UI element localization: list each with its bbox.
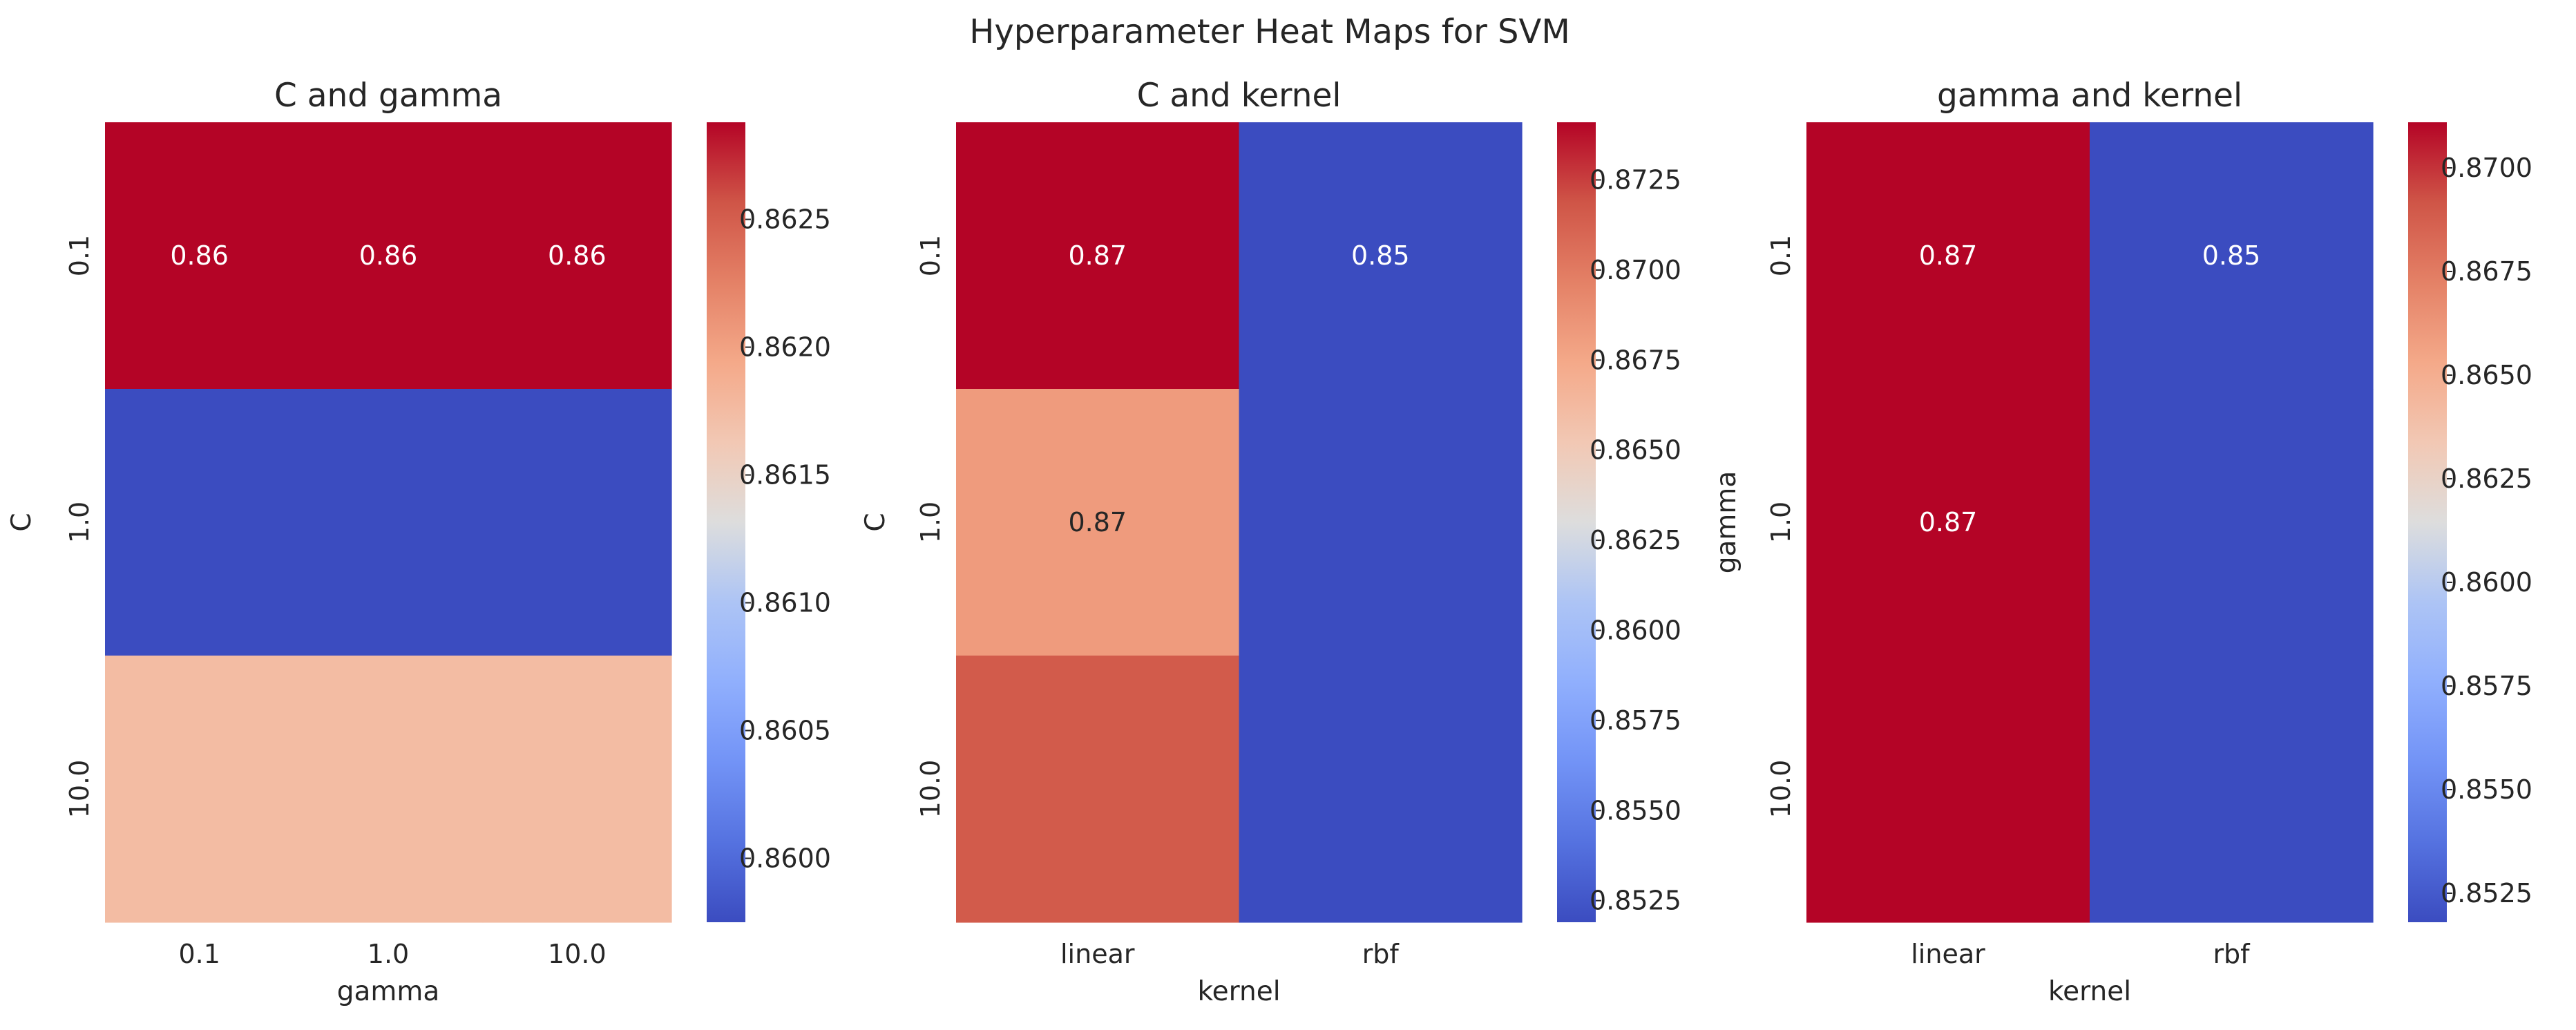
- heatmap-panel-3: [1806, 122, 2452, 923]
- colorbar-tick-label: 0.8675: [1590, 345, 1681, 375]
- heatmap-cell: [1239, 122, 1523, 390]
- cell-annotation: 0.86: [170, 240, 229, 271]
- colorbar-tick-label: 0.8575: [2441, 671, 2532, 701]
- y-tick-label: 10.0: [1766, 760, 1796, 819]
- y-tick-label: 1.0: [1766, 502, 1796, 543]
- heatmap-cell: [482, 122, 672, 390]
- x-tick-label: 0.1: [178, 939, 220, 969]
- heatmap-cell: [1239, 656, 1523, 923]
- heatmap-cell: [1806, 656, 2090, 923]
- heatmap-cell: [105, 389, 294, 656]
- y-tick-label: 0.1: [64, 235, 95, 276]
- colorbar-tick-label: 0.8550: [2441, 774, 2532, 805]
- figure-title: Hyperparameter Heat Maps for SVM: [969, 12, 1570, 51]
- heatmap-cell: [1806, 122, 2090, 390]
- colorbar-tick-label: 0.8575: [1590, 705, 1681, 736]
- y-tick-label: 1.0: [915, 502, 946, 543]
- colorbar-tick-label: 0.8600: [739, 843, 831, 874]
- colorbar-tick-label: 0.8625: [739, 204, 831, 235]
- x-tick-label: 10.0: [548, 939, 607, 969]
- heatmap-cell: [1239, 389, 1523, 656]
- heatmap-cell: [956, 122, 1240, 390]
- colorbar-tick-label: 0.8625: [2441, 464, 2532, 494]
- x-axis-label: kernel: [2048, 976, 2131, 1007]
- x-axis-label: kernel: [1197, 976, 1280, 1007]
- x-tick-label: linear: [1911, 939, 1985, 969]
- heatmap-panel-1: [105, 122, 751, 923]
- heatmap-cell: [482, 656, 672, 923]
- heatmap-cell: [956, 656, 1240, 923]
- colorbar-tick-label: 0.8605: [739, 716, 831, 746]
- colorbar-tick-label: 0.8650: [1590, 435, 1681, 466]
- cell-annotation: 0.86: [548, 240, 607, 271]
- colorbar: [707, 122, 745, 922]
- cell-annotation: 0.87: [1068, 240, 1127, 271]
- heatmap-cell: [482, 389, 672, 656]
- colorbar-tick-label: 0.8675: [2441, 256, 2532, 287]
- colorbar-tick-label: 0.8650: [2441, 360, 2532, 390]
- panel-title: gamma and kernel: [1937, 77, 2242, 115]
- colorbar-tick-label: 0.8615: [739, 460, 831, 490]
- colorbar-tick-label: 0.8610: [739, 588, 831, 618]
- cell-annotation: 0.87: [1919, 240, 1978, 271]
- heatmap-panel-2: [956, 122, 1601, 923]
- colorbar: [2408, 122, 2447, 922]
- colorbar-tick-label: 0.8600: [1590, 615, 1681, 645]
- x-tick-label: rbf: [2213, 939, 2251, 969]
- heatmap-cell: [294, 389, 484, 656]
- x-tick-label: 1.0: [368, 939, 409, 969]
- x-axis-label: gamma: [337, 976, 440, 1007]
- colorbar-tick-label: 0.8700: [1590, 255, 1681, 285]
- heatmap-cell: [956, 389, 1240, 656]
- cell-annotation: 0.86: [359, 240, 418, 271]
- heatmap-cell: [105, 122, 294, 390]
- colorbar-tick-label: 0.8700: [2441, 153, 2532, 183]
- heatmap-cell: [105, 656, 294, 923]
- x-tick-label: linear: [1060, 939, 1135, 969]
- heatmap-cell: [294, 122, 484, 390]
- y-tick-label: 0.1: [915, 235, 946, 276]
- heatmap-cell: [2090, 122, 2374, 390]
- y-tick-label: 1.0: [64, 502, 95, 543]
- panel-title: C and gamma: [274, 77, 502, 115]
- colorbar-tick-label: 0.8625: [1590, 525, 1681, 555]
- cell-annotation: 0.85: [1351, 240, 1410, 271]
- y-axis-label: C: [860, 513, 891, 531]
- cell-annotation: 0.87: [1068, 507, 1127, 537]
- y-axis-label: C: [6, 513, 37, 531]
- y-tick-label: 10.0: [64, 760, 95, 819]
- panel-title: C and kernel: [1137, 77, 1342, 115]
- colorbar-tick-label: 0.8525: [2441, 878, 2532, 908]
- colorbar-tick-label: 0.8525: [1590, 886, 1681, 916]
- y-axis-label: gamma: [1711, 471, 1742, 574]
- y-tick-label: 10.0: [915, 760, 946, 819]
- cell-annotation: 0.87: [1919, 507, 1978, 537]
- y-tick-label: 0.1: [1766, 235, 1796, 276]
- colorbar: [1557, 122, 1596, 922]
- cell-annotation: 0.85: [2202, 240, 2261, 271]
- colorbar-tick-label: 0.8600: [2441, 567, 2532, 598]
- heatmap-cell: [2090, 656, 2374, 923]
- heatmap-cell: [294, 656, 484, 923]
- colorbar-tick-label: 0.8620: [739, 332, 831, 363]
- colorbar-tick-label: 0.8550: [1590, 795, 1681, 826]
- heatmap-cell: [2090, 389, 2374, 656]
- x-tick-label: rbf: [1362, 939, 1400, 969]
- colorbar-tick-label: 0.8725: [1590, 164, 1681, 195]
- heatmap-cell: [1806, 389, 2090, 656]
